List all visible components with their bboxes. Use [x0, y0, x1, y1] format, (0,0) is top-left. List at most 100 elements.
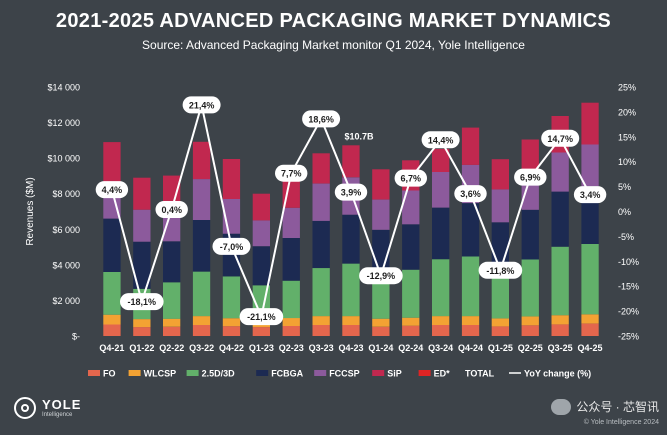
watermark-text: 公众号 · 芯智讯 [576, 400, 659, 414]
bar-segment-fo [551, 324, 569, 336]
y2-tick-label: -5% [618, 232, 634, 242]
legend-swatch [186, 370, 199, 376]
bar-segment-wlcsp [163, 318, 181, 327]
yoy-label-bg [95, 181, 129, 199]
legend-label: FCBGA [271, 369, 303, 379]
bar-segment-fccsp [163, 211, 181, 242]
bar-segment-2-5d-3d [312, 268, 330, 317]
bar-segment-2-5d-3d [163, 282, 181, 319]
legend-label: FO [103, 369, 116, 379]
x-tick-label: Q2-22 [159, 343, 184, 353]
bar-segment-fo [133, 327, 151, 336]
bar-segment-wlcsp [133, 319, 151, 328]
yoy-label-bg [302, 110, 341, 128]
yole-logo: YOLE Intelligence [14, 397, 81, 419]
bar-segment-fcbga [372, 229, 390, 273]
bar-segment-2-5d-3d [103, 272, 121, 315]
bar-segment-sip [491, 159, 509, 190]
bar-segment-wlcsp [222, 318, 241, 327]
yoy-label: 18,6% [308, 114, 334, 124]
x-tick-label: Q1-22 [129, 343, 154, 353]
yoy-label: -11,8% [486, 266, 514, 276]
bar-segment-fccsp [581, 144, 599, 187]
bar-segment-wlcsp [342, 316, 360, 325]
bar-segment-fo [163, 326, 181, 336]
y2-tick-label: 10% [618, 157, 636, 167]
yoy-label-bg [239, 308, 284, 326]
yoy-label: 3,4% [580, 190, 601, 200]
bar-segment-wlcsp [491, 318, 509, 327]
yoy-label-bg [573, 186, 607, 204]
legend-swatch [314, 370, 327, 376]
bar-segment-fcbga [432, 207, 450, 260]
legend-swatch [88, 370, 100, 376]
bar-segment-fccsp [192, 179, 211, 220]
bar-segment-sip [461, 127, 480, 165]
bar-segment-2-5d-3d [521, 259, 539, 317]
legend-label: ED* [434, 369, 451, 379]
bar-segment-2-5d-3d [222, 276, 241, 319]
legend-label-total: TOTAL [465, 369, 495, 379]
bar-segment-fccsp [252, 220, 270, 247]
bar-segment-wlcsp [282, 318, 300, 326]
x-tick-label: Q4-22 [219, 343, 244, 353]
y-tick-label: $14 000 [47, 83, 80, 93]
bar-segment-fccsp [133, 209, 151, 242]
yoy-label-bg [394, 169, 427, 187]
yole-logo-icon [14, 397, 36, 419]
legend-label: WLCSP [144, 369, 177, 379]
yoy-label-bg [359, 267, 403, 285]
bar-segment-fccsp [282, 207, 300, 238]
bar-segment-fo [491, 326, 509, 336]
bar-segment-sip [581, 102, 599, 145]
bar-segment-sip [103, 142, 121, 183]
y2-tick-label: 20% [618, 107, 636, 117]
y-tick-label: $10 000 [47, 154, 80, 164]
bar-segment-sip [192, 141, 211, 180]
yoy-label: 21,4% [189, 100, 215, 110]
bar-segment-sip [133, 177, 151, 210]
bar-segment-fccsp [312, 183, 330, 221]
bar-segment-2-5d-3d [491, 268, 509, 319]
bar-segment-sip [372, 169, 390, 200]
yoy-label-bg [275, 164, 308, 182]
bar-segment-fcbga [133, 241, 151, 289]
x-tick-label: Q1-25 [488, 343, 513, 353]
bar-segment-fccsp [402, 190, 420, 225]
bar-segment-wlcsp [372, 318, 390, 327]
yoy-label-bg [182, 96, 221, 114]
bar-segment-sip [342, 145, 360, 178]
x-tick-label: Q1-24 [368, 343, 393, 353]
yoy-label: -21,1% [247, 312, 276, 322]
bar-segment-fo [461, 325, 480, 336]
bar-segment-wlcsp [581, 314, 599, 324]
bar-segment-fcbga [103, 218, 121, 272]
chart-subtitle: Source: Advanced Packaging Market monito… [142, 38, 525, 52]
legend-swatch [128, 370, 141, 376]
logo-subtitle: Intelligence [42, 412, 73, 418]
bar-segment-fcbga [521, 209, 539, 260]
y2-tick-label: -25% [618, 332, 639, 342]
bar-segment-wlcsp [402, 317, 420, 326]
yoy-label: -7,0% [220, 242, 244, 252]
bar-segment-fo [252, 327, 270, 336]
bar-segment-2-5d-3d [402, 269, 420, 318]
y2-tick-label: 5% [618, 182, 631, 192]
bar-segment-fccsp [551, 152, 569, 192]
bar-segment-fcbga [491, 222, 509, 269]
bar-segment-2-5d-3d [461, 256, 480, 317]
x-tick-label: Q4-25 [578, 343, 603, 353]
legend-label: SiP [387, 369, 402, 379]
bar-segment-wlcsp [551, 315, 569, 325]
yoy-label: 14,4% [428, 135, 454, 145]
yoy-label-bg [120, 293, 164, 311]
bar-segment-sip [222, 159, 241, 199]
y2-tick-label: 25% [618, 83, 636, 93]
yoy-label: 0,4% [161, 205, 182, 215]
legend-label-yoy: YoY change (%) [524, 369, 591, 379]
wechat-icon [551, 398, 572, 415]
bar-segment-sip [312, 153, 330, 184]
yoy-label-bg [478, 261, 523, 279]
chart-title: 2021-2025 ADVANCED PACKAGING MARKET DYNA… [55, 10, 612, 32]
x-tick-label: Q2-24 [398, 343, 423, 353]
